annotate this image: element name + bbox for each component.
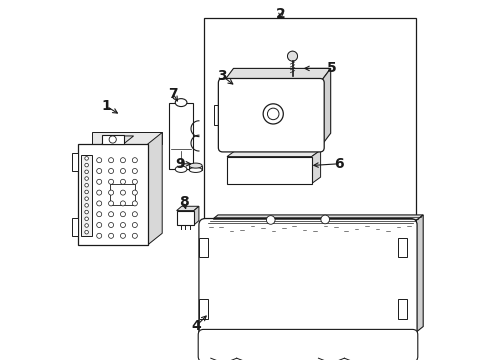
Circle shape — [121, 201, 125, 206]
Ellipse shape — [189, 163, 202, 168]
Circle shape — [109, 190, 114, 195]
FancyBboxPatch shape — [219, 78, 324, 152]
Circle shape — [85, 210, 88, 214]
Bar — [170, 103, 193, 169]
Text: 2: 2 — [276, 8, 286, 21]
Text: 3: 3 — [217, 69, 226, 82]
Circle shape — [109, 222, 114, 228]
Polygon shape — [92, 132, 162, 144]
Circle shape — [121, 190, 125, 195]
Text: 4: 4 — [192, 319, 201, 333]
Text: 7: 7 — [168, 87, 178, 100]
Circle shape — [85, 157, 88, 160]
Circle shape — [109, 212, 114, 217]
Polygon shape — [288, 54, 293, 59]
Polygon shape — [72, 153, 77, 171]
Circle shape — [132, 212, 137, 217]
Polygon shape — [312, 150, 320, 184]
Circle shape — [267, 216, 275, 224]
Polygon shape — [102, 136, 134, 144]
Circle shape — [97, 222, 102, 228]
Circle shape — [97, 233, 102, 238]
Polygon shape — [293, 51, 297, 56]
Circle shape — [288, 51, 297, 61]
Circle shape — [132, 222, 137, 228]
Circle shape — [121, 168, 125, 174]
Bar — [77, 144, 148, 245]
Circle shape — [85, 170, 88, 174]
Bar — [227, 157, 312, 184]
Circle shape — [97, 168, 102, 174]
Circle shape — [109, 201, 114, 206]
Circle shape — [97, 212, 102, 217]
Circle shape — [132, 233, 137, 238]
Circle shape — [97, 201, 102, 206]
Polygon shape — [148, 132, 162, 245]
Text: 1: 1 — [101, 99, 111, 113]
Circle shape — [85, 224, 88, 227]
Circle shape — [109, 158, 114, 163]
Polygon shape — [214, 105, 222, 125]
Ellipse shape — [175, 166, 187, 172]
Bar — [102, 135, 123, 144]
Ellipse shape — [189, 167, 202, 172]
Circle shape — [109, 233, 114, 238]
Circle shape — [268, 108, 279, 120]
Text: 6: 6 — [334, 157, 343, 171]
Circle shape — [109, 168, 114, 174]
Bar — [204, 18, 416, 349]
Circle shape — [121, 222, 125, 228]
Polygon shape — [398, 238, 407, 257]
Ellipse shape — [175, 99, 187, 107]
Circle shape — [321, 215, 329, 224]
Circle shape — [132, 190, 137, 195]
Bar — [81, 155, 92, 236]
Bar — [176, 211, 194, 225]
Circle shape — [97, 179, 102, 184]
Text: 5: 5 — [326, 62, 336, 75]
Circle shape — [132, 158, 137, 163]
Circle shape — [85, 184, 88, 187]
Text: 9: 9 — [175, 157, 185, 171]
Polygon shape — [320, 68, 331, 148]
Circle shape — [85, 163, 88, 167]
Polygon shape — [194, 206, 199, 225]
Circle shape — [121, 212, 125, 217]
Circle shape — [132, 201, 137, 206]
Polygon shape — [72, 218, 77, 236]
Polygon shape — [288, 51, 293, 56]
Polygon shape — [288, 56, 293, 61]
Circle shape — [121, 158, 125, 163]
FancyBboxPatch shape — [198, 329, 418, 360]
Circle shape — [97, 190, 102, 195]
Polygon shape — [199, 238, 208, 257]
Circle shape — [132, 179, 137, 184]
Circle shape — [85, 190, 88, 194]
Circle shape — [85, 217, 88, 221]
Polygon shape — [293, 54, 297, 59]
Polygon shape — [205, 215, 423, 225]
Circle shape — [97, 158, 102, 163]
Polygon shape — [176, 206, 199, 211]
Polygon shape — [222, 68, 331, 83]
Polygon shape — [411, 215, 423, 337]
Polygon shape — [199, 299, 208, 319]
Circle shape — [85, 197, 88, 201]
Circle shape — [121, 233, 125, 238]
Circle shape — [121, 179, 125, 184]
Circle shape — [85, 177, 88, 180]
Polygon shape — [227, 150, 320, 157]
Text: 8: 8 — [179, 195, 189, 208]
FancyBboxPatch shape — [199, 219, 417, 343]
Polygon shape — [293, 56, 297, 61]
Circle shape — [109, 179, 114, 184]
Circle shape — [132, 168, 137, 174]
Circle shape — [263, 104, 283, 124]
Circle shape — [85, 203, 88, 207]
Bar — [189, 166, 202, 170]
Polygon shape — [398, 299, 407, 319]
Bar — [110, 184, 135, 205]
Circle shape — [85, 230, 88, 234]
Circle shape — [109, 136, 116, 143]
